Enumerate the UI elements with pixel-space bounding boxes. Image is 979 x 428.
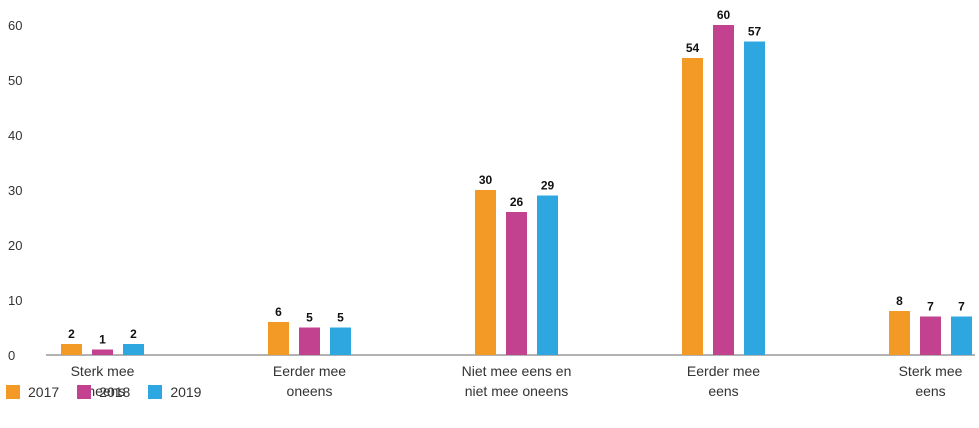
data-label-2019-cat4: 57 [748,25,762,39]
data-label-2018-cat5: 7 [927,300,934,314]
data-label-2018-cat4: 60 [717,8,731,22]
bar-2017-cat5 [889,311,910,355]
bar-2019-cat3 [537,195,558,355]
y-tick-label-0: 0 [8,348,15,363]
data-label-2017-cat5: 8 [896,294,903,308]
x-tick-label-cat4-line1: Eerder mee [687,363,760,379]
y-tick-label-40: 40 [8,128,22,143]
x-tick-label-cat2-line1: Eerder mee [273,363,346,379]
data-label-2019-cat2: 5 [337,311,344,325]
bar-2018-cat1 [92,349,113,355]
bar-2017-cat2 [268,322,289,355]
x-tick-label-cat5-line1: Sterk mee [899,363,963,379]
legend-label-2017: 2017 [28,384,60,400]
bar-2018-cat5 [920,316,941,355]
bar-2017-cat4 [682,58,703,355]
x-tick-label-cat3-line2: niet mee oneens [465,383,569,399]
y-tick-label-20: 20 [8,238,22,253]
data-label-2019-cat1: 2 [130,327,137,341]
bar-2017-cat3 [475,190,496,355]
bar-2019-cat5 [951,316,972,355]
y-tick-label-60: 60 [8,18,22,33]
x-tick-label-cat4-line2: eens [708,383,738,399]
bar-2017-cat1 [61,344,82,355]
legend-swatch-2018 [77,385,92,399]
data-label-2019-cat3: 29 [541,179,555,193]
data-label-2019-cat5: 7 [958,300,965,314]
y-tick-label-50: 50 [8,73,22,88]
data-label-2018-cat1: 1 [99,333,106,347]
data-label-2018-cat3: 26 [510,195,524,209]
data-label-2017-cat1: 2 [68,327,75,341]
y-tick-label-30: 30 [8,183,22,198]
bar-2019-cat1 [123,344,144,355]
x-tick-label-cat2-line2: oneens [287,383,333,399]
legend: 2017 2018 2019 [6,384,201,400]
bar-2018-cat2 [299,327,320,355]
legend-item-2018: 2018 [77,384,130,400]
legend-item-2017: 2017 [6,384,59,400]
legend-item-2019: 2019 [148,384,201,400]
data-label-2017-cat3: 30 [479,173,493,187]
bar-2019-cat4 [744,41,765,355]
data-label-2017-cat2: 6 [275,305,282,319]
x-tick-label-cat1-line1: Sterk mee [71,363,135,379]
y-tick-label-10: 10 [8,293,22,308]
legend-swatch-2019 [148,385,163,399]
data-label-2018-cat2: 5 [306,311,313,325]
data-label-2017-cat4: 54 [686,41,700,55]
legend-swatch-2017 [6,385,20,399]
x-tick-label-cat3-line1: Niet mee eens en [462,363,572,379]
bar-2018-cat4 [713,25,734,355]
bar-2019-cat2 [330,327,351,355]
bar-2018-cat3 [506,212,527,355]
x-tick-label-cat5-line2: eens [915,383,945,399]
legend-label-2019: 2019 [170,384,202,400]
legend-label-2018: 2018 [99,384,131,400]
